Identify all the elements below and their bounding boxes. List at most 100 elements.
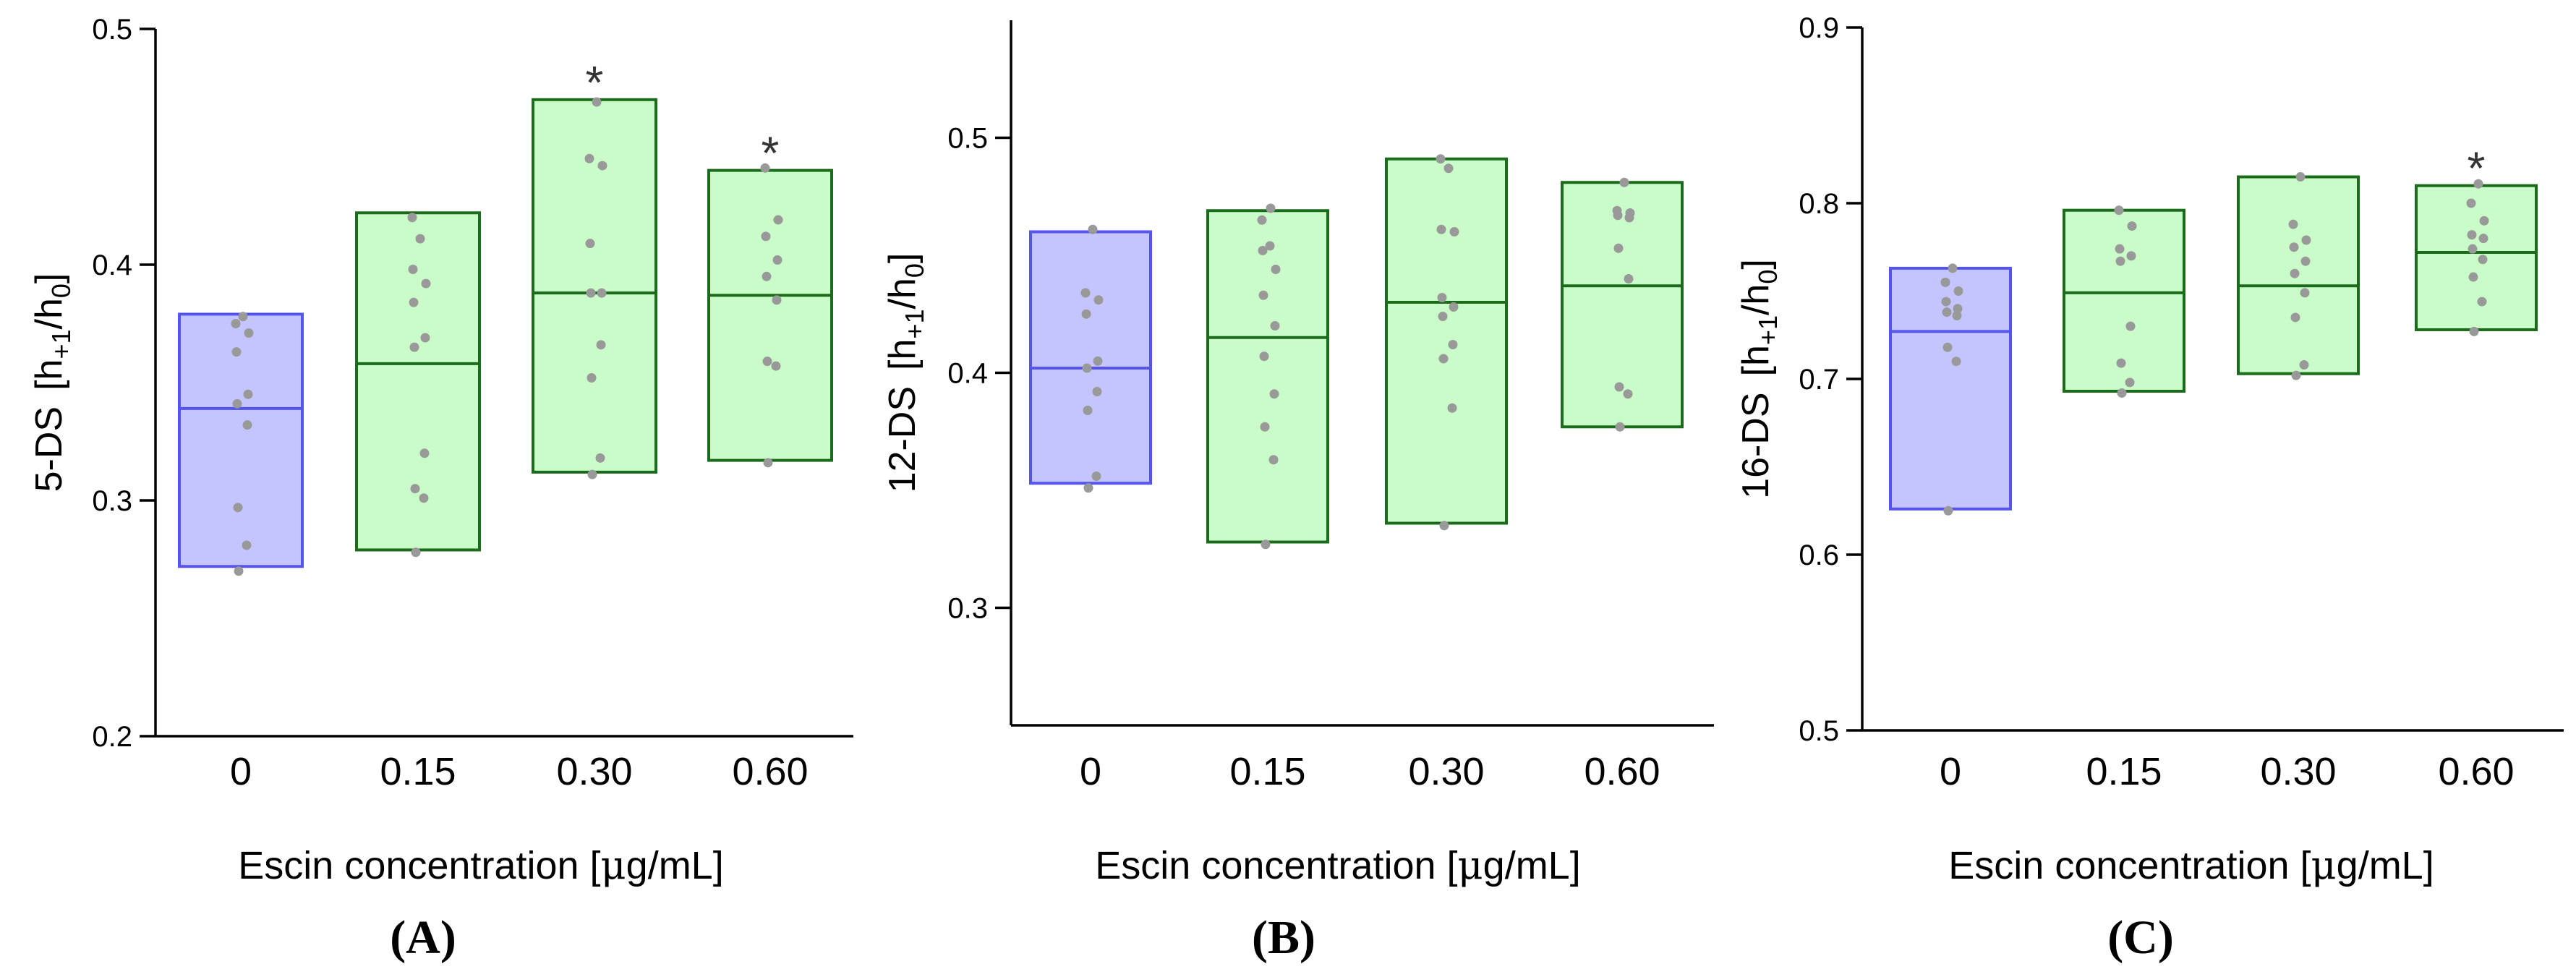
chart-panel-2: 0.30.40.50 0.15 0.30 0.6012-DS[h+1/h0]Escin… [882,20,1714,964]
data-point [1438,312,1448,321]
box [1385,157,1508,525]
y-label-prefix: 16-DS [1735,392,1777,498]
data-point [1091,472,1101,481]
y-label-sub1: +1 [46,329,76,359]
data-point [1953,304,1963,314]
y-label-bracket-close: ] [1735,259,1777,269]
data-point [244,328,254,338]
data-point [1624,274,1634,283]
data-point [1943,505,1953,516]
data-point [1952,311,1962,321]
y-label-slash: /h [1735,284,1777,315]
data-point [1088,224,1098,234]
data-point [2300,288,2310,298]
y-label-bracket-open: [ [28,380,70,391]
y-tick-label: 0.4 [92,249,132,281]
y-label-bracket-open: [ [882,359,924,370]
data-point [1449,227,1459,236]
data-point [234,566,244,576]
data-point [1940,277,1950,287]
x-label-part-3: g/mL] [1483,844,1581,887]
data-point [2466,198,2476,208]
x-axis-label: Escin concentration [μg/mL] [1095,842,1580,888]
x-label-part-1: Escin concentration [ [1095,844,1457,887]
data-point [1082,363,1092,373]
data-point [238,312,248,322]
data-point [1613,243,1624,253]
data-point [2115,256,2125,266]
data-point [409,342,419,352]
data-point [1436,224,1446,234]
data-point [1260,422,1270,432]
data-point [1265,241,1275,251]
data-point [2478,255,2488,265]
data-point [2300,256,2311,266]
x-tick-label: 0.60 [1584,750,1660,793]
data-point [1942,342,1953,352]
data-point [1951,357,1961,367]
data-point [1083,483,1093,493]
data-point [1257,215,1267,225]
x-tick-label: 0.30 [1408,750,1484,793]
y-tick-label: 0.2 [92,721,132,753]
data-point [2477,296,2487,307]
x-label-part-3: g/mL] [2337,844,2434,887]
box [1889,266,2012,511]
data-point [2479,216,2489,226]
data-point [1941,296,1951,307]
y-label-bracket-close: ] [882,253,924,263]
data-point [231,319,241,328]
y-label-h: h [28,359,70,380]
data-point [1258,290,1268,300]
y-label-sub1: +1 [900,310,929,339]
x-tick-label: 0.30 [2260,750,2336,793]
data-point [1080,288,1091,298]
data-point [1083,406,1093,415]
data-point [1436,154,1446,164]
data-point [1259,351,1269,362]
data-point [2117,388,2127,398]
y-tick-label: 0.3 [947,593,988,625]
data-point [760,163,770,173]
data-point [421,278,431,289]
data-point [242,540,252,550]
data-point [1270,321,1280,330]
y-tick-label: 0.4 [947,358,988,390]
panel-label: (A) [390,911,456,964]
data-point [2126,251,2136,261]
x-axis-label: Escin concentration [μg/mL] [238,842,723,888]
data-point [772,255,782,265]
data-point [1258,246,1268,255]
data-point [411,547,421,558]
panel-label: (B) [1252,911,1315,964]
y-label-bracket-close: ] [28,273,70,283]
y-label-h: h [1735,345,1777,366]
box [1206,209,1329,544]
data-point [1623,389,1633,399]
data-point [2467,230,2477,240]
data-point [2291,370,2301,380]
x-tick-label: 0.15 [380,750,456,793]
data-point [420,333,430,343]
y-axis-label: 5-DS [h+1/h0] [28,273,76,492]
data-point [2468,272,2478,282]
significance-star: * [762,127,780,179]
data-point [410,484,420,494]
chart-panel-3: 0.5 0.6 0.7 0.8 0.9 0 0.15 0.30 * 0.60 16-DS [h+1/h… [1735,12,2564,964]
box [355,211,481,552]
y-label-prefix: 5-DS [28,406,70,492]
data-point [2116,358,2126,368]
y-tick-label: 0.5 [92,14,132,46]
data-point [587,372,597,383]
data-point [2115,244,2125,254]
data-point [1437,293,1447,302]
data-point [2290,312,2300,323]
data-point [773,215,783,225]
data-point [1615,422,1625,432]
data-point [1439,521,1449,531]
data-point [771,361,781,371]
data-point [2469,326,2479,336]
data-point [1261,539,1271,550]
x-label-part-1: Escin concentration [ [1948,844,2311,887]
